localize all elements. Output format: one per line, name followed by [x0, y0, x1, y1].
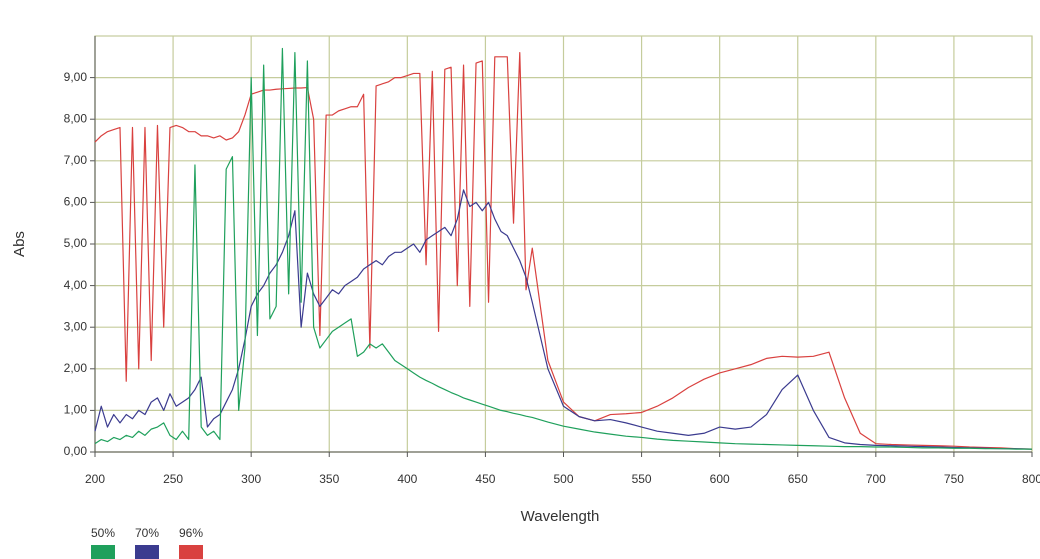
y-tick-label: 4,00: [64, 278, 88, 292]
y-tick-label: 2,00: [64, 361, 88, 375]
x-tick-label: 800: [1022, 472, 1040, 486]
x-tick-label: 200: [85, 472, 105, 486]
x-tick-label: 250: [163, 472, 183, 486]
y-tick-label: 1,00: [64, 403, 88, 417]
y-tick-label: 0,00: [64, 444, 88, 458]
legend-swatch: [135, 545, 159, 559]
x-tick-label: 400: [397, 472, 417, 486]
legend-label: 96%: [179, 526, 203, 540]
y-tick-label: 3,00: [64, 319, 88, 333]
x-tick-label: 750: [944, 472, 964, 486]
y-tick-label: 6,00: [64, 195, 88, 209]
x-tick-label: 700: [866, 472, 886, 486]
legend-label: 50%: [91, 526, 115, 540]
x-tick-label: 300: [241, 472, 261, 486]
legend-label: 70%: [135, 526, 159, 540]
y-tick-label: 7,00: [64, 153, 88, 167]
series-line: [94, 52, 1033, 450]
x-tick-label: 500: [553, 472, 573, 486]
series-line: [94, 189, 1033, 450]
legend-swatch: [179, 545, 203, 559]
y-tick-label: 9,00: [64, 70, 88, 84]
y-axis-title: Abs: [11, 231, 28, 257]
x-tick-label: 600: [710, 472, 730, 486]
x-tick-label: 450: [475, 472, 495, 486]
x-tick-label: 350: [319, 472, 339, 486]
y-tick-label: 8,00: [64, 111, 88, 125]
series-line: [94, 47, 1032, 450]
x-axis-title: Wavelength: [521, 508, 600, 525]
x-tick-label: 550: [632, 472, 652, 486]
legend-swatch: [91, 545, 115, 559]
x-tick-label: 650: [788, 472, 808, 486]
y-tick-label: 5,00: [64, 236, 88, 250]
